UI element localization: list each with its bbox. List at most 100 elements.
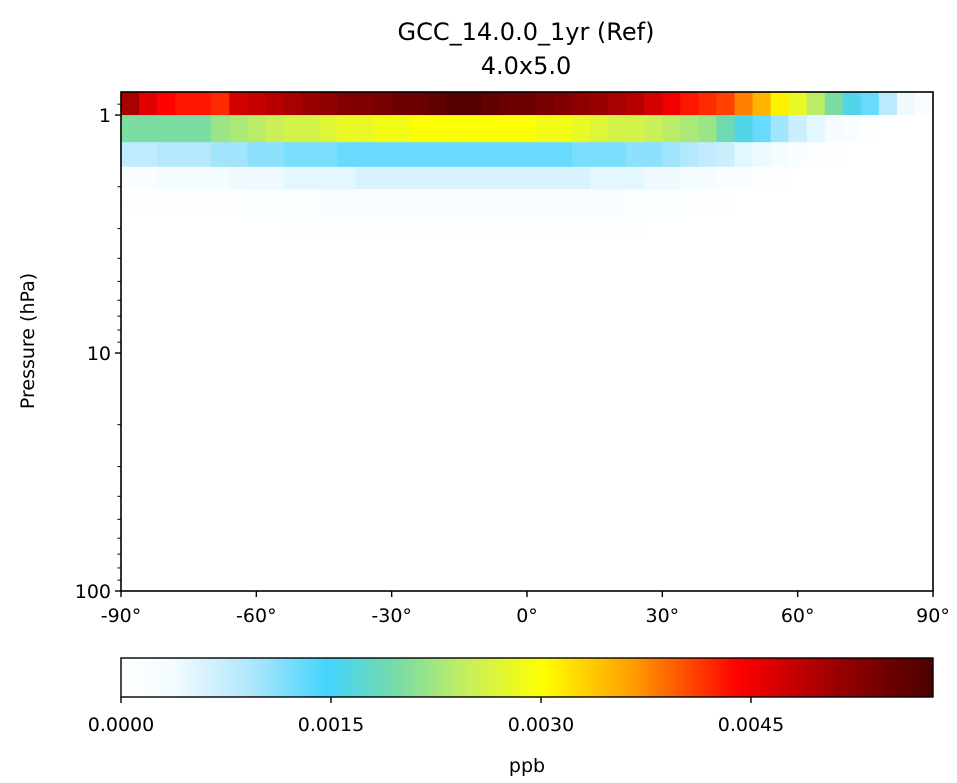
- heatmap-cell: [626, 213, 645, 240]
- heatmap-cell: [229, 115, 248, 143]
- heatmap-cell: [644, 92, 663, 116]
- heatmap-cell: [716, 115, 736, 143]
- heatmap-cell: [193, 166, 212, 190]
- heatmap-cell: [427, 166, 447, 190]
- heatmap-cell: [914, 213, 934, 240]
- heatmap-cell: [445, 92, 465, 116]
- heatmap-cell: [481, 142, 501, 168]
- heatmap-cell: [842, 166, 862, 190]
- heatmap-cell: [229, 189, 248, 215]
- heatmap-cell: [355, 189, 375, 215]
- heatmap-cell: [770, 213, 790, 240]
- heatmap-cell: [572, 115, 591, 143]
- heatmap-cell: [860, 189, 880, 215]
- heatmap-cell: [319, 166, 339, 190]
- heatmap-cell: [752, 115, 772, 143]
- heatmap-cell: [409, 213, 429, 240]
- heatmap-cell: [229, 92, 248, 116]
- heatmap-cell: [878, 92, 898, 116]
- heatmap-cell: [752, 142, 772, 168]
- heatmap-cell: [680, 115, 700, 143]
- heatmap-cell: [554, 115, 573, 143]
- heatmap-cell: [139, 115, 158, 143]
- heatmap-cell: [499, 213, 519, 240]
- heatmap-cell: [788, 213, 808, 240]
- heatmap-cell: [463, 166, 483, 190]
- heatmap-cell: [391, 166, 411, 190]
- colorbar-label: ppb: [509, 755, 545, 777]
- heatmap-cell: [337, 92, 357, 116]
- heatmap-cell: [878, 115, 898, 143]
- colorbar-tick-label: 0.0000: [88, 714, 154, 736]
- heatmap-cell: [463, 142, 483, 168]
- heatmap-cell: [626, 166, 645, 190]
- heatmap-cell: [175, 213, 194, 240]
- heatmap-cell: [914, 115, 934, 143]
- heatmap-cell: [626, 189, 645, 215]
- heatmap-cell: [698, 189, 718, 215]
- heatmap-cell: [572, 166, 591, 190]
- heatmap-cell: [373, 189, 393, 215]
- heatmap-cell: [373, 92, 393, 116]
- heatmap-cell: [355, 166, 375, 190]
- heatmap-cell: [265, 213, 284, 240]
- x-tick-label: 30°: [645, 605, 679, 627]
- x-tick-label: -30°: [371, 605, 412, 627]
- heatmap-cell: [914, 142, 934, 168]
- x-tick-label: -90°: [101, 605, 142, 627]
- colorbar-tick-label: 0.0030: [508, 714, 574, 736]
- heatmap-cell: [734, 189, 754, 215]
- heatmap-cell: [211, 115, 230, 143]
- heatmap-cell: [445, 189, 465, 215]
- heatmap-cell: [806, 189, 826, 215]
- heatmap-cell: [445, 166, 465, 190]
- heatmap-cell: [139, 142, 158, 168]
- heatmap-cell: [283, 189, 303, 215]
- heatmap-cell: [265, 142, 284, 168]
- heatmap-cell: [517, 92, 537, 116]
- heatmap-cell: [878, 213, 898, 240]
- y-tick-label: 1: [99, 105, 111, 127]
- heatmap-cell: [121, 115, 140, 143]
- heatmap-cell: [517, 142, 537, 168]
- heatmap-cell: [914, 92, 934, 116]
- heatmap-cell: [680, 166, 700, 190]
- heatmap-cell: [644, 213, 663, 240]
- heatmap-cell: [175, 92, 194, 116]
- y-tick-label: 10: [87, 343, 111, 365]
- heatmap-cell: [175, 166, 194, 190]
- heatmap-cell: [283, 166, 303, 190]
- heatmap-cell: [301, 142, 321, 168]
- heatmap-cell: [788, 142, 808, 168]
- heatmap-cell: [608, 115, 627, 143]
- heatmap-cell: [608, 166, 627, 190]
- heatmap-cell: [824, 92, 844, 116]
- heatmap-cell: [662, 142, 681, 168]
- heatmap-cell: [499, 115, 519, 143]
- heatmap-cell: [121, 213, 140, 240]
- heatmap-cell: [409, 92, 429, 116]
- heatmap-cell: [590, 189, 609, 215]
- heatmap-cell: [211, 213, 230, 240]
- heatmap-cell: [698, 142, 718, 168]
- heatmap-cell: [680, 189, 700, 215]
- heatmap-cell: [391, 142, 411, 168]
- heatmap-cell: [481, 166, 501, 190]
- heatmap-cell: [590, 213, 609, 240]
- heatmap-cell: [608, 92, 627, 116]
- heatmap-cell: [265, 115, 284, 143]
- heatmap-cell: [373, 142, 393, 168]
- heatmap-cell: [391, 189, 411, 215]
- heatmap-cell: [157, 213, 176, 240]
- y-axis-label: Pressure (hPa): [17, 273, 39, 409]
- heatmap-cell: [139, 189, 158, 215]
- heatmap-cell: [139, 92, 158, 116]
- heatmap-cell: [554, 166, 573, 190]
- heatmap-cell: [499, 142, 519, 168]
- heatmap-cell: [463, 115, 483, 143]
- heatmap-cell: [716, 213, 736, 240]
- heatmap-cell: [463, 92, 483, 116]
- y-axis: 1 10 100: [75, 103, 121, 603]
- heatmap-cell: [572, 142, 591, 168]
